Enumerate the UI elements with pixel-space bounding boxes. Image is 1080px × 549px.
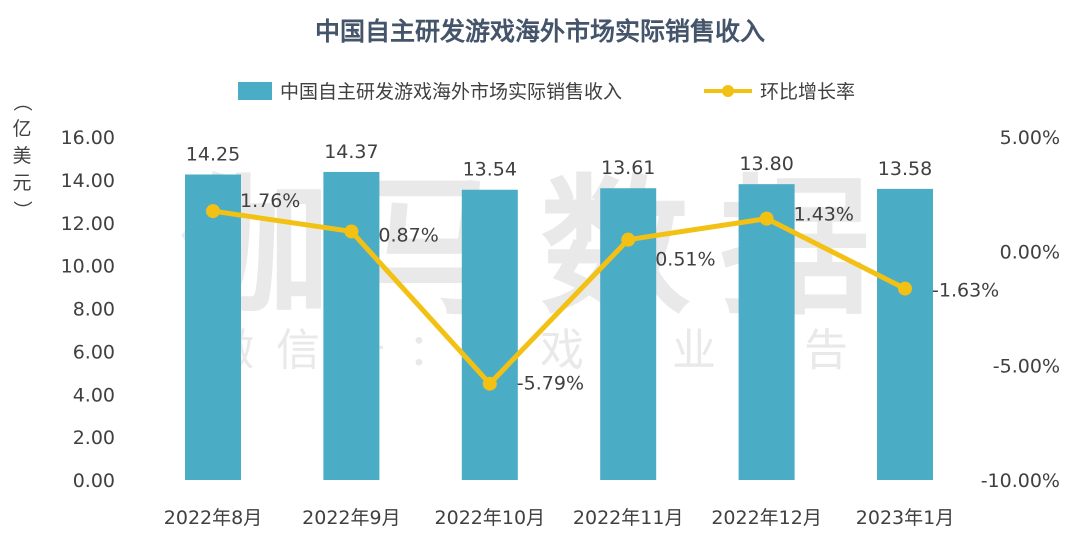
x-tick-label: 2022年11月 (573, 507, 684, 529)
x-tick-label: 2022年9月 (302, 507, 400, 529)
growth-point (206, 204, 220, 219)
growth-value-label: 1.43% (794, 204, 854, 226)
bar-value-label: 14.25 (186, 144, 240, 166)
y-left-tick-label: 4.00 (73, 384, 115, 406)
bar (323, 171, 380, 481)
bar-value-label: 13.80 (739, 153, 793, 175)
y-left-unit: （ 亿美元 ） (11, 92, 33, 219)
legend-swatch-marker (722, 85, 734, 97)
growth-line (212, 208, 907, 387)
growth-point (482, 376, 497, 391)
growth-value-label: 0.87% (378, 224, 438, 246)
x-tick-label: 2022年12月 (711, 507, 822, 529)
y-left-tick-label: 14.00 (61, 170, 115, 192)
x-tick-label: 2023年1月 (856, 507, 954, 529)
y-left-tick-label: 16.00 (61, 127, 115, 149)
y-right-tick-label: -5.00% (993, 356, 1060, 378)
x-tick-label: 2022年8月 (164, 507, 262, 529)
y-left-unit-char: ） (11, 200, 33, 219)
legend-label-bar: 中国自主研发游戏海外市场实际销售收入 (280, 81, 622, 103)
y-left-tick-label: 12.00 (61, 213, 115, 235)
growth-point (759, 211, 774, 226)
bar-value-label: 14.37 (324, 141, 378, 163)
growth-value-label: -5.79% (517, 373, 584, 395)
growth-value-label: 0.51% (655, 249, 715, 271)
legend-swatch-bar (238, 82, 272, 100)
bar-value-label: 13.61 (601, 157, 655, 179)
bar (600, 188, 657, 480)
legend-label-line: 环比增长率 (760, 81, 855, 103)
growth-point (344, 224, 359, 239)
y-left-tick-label: 0.00 (73, 470, 115, 492)
growth-value-label: -1.63% (932, 280, 999, 302)
y-left-tick-label: 8.00 (73, 299, 115, 321)
growth-point (621, 232, 636, 247)
bar (461, 189, 518, 480)
bar (877, 188, 933, 480)
y-left-tick-label: 6.00 (73, 341, 115, 363)
bar (738, 184, 795, 480)
legend: 中国自主研发游戏海外市场实际销售收入 环比增长率 (238, 81, 855, 103)
y-left-tick-label: 2.00 (73, 427, 115, 449)
y-left-unit-char: 亿 (12, 118, 31, 140)
growth-value-label: 1.76% (240, 190, 300, 212)
x-tick-label: 2022年10月 (435, 507, 546, 529)
y-left-tick-label: 10.00 (61, 256, 115, 278)
y-left-unit-char: 美 (12, 145, 31, 167)
bar (185, 174, 241, 480)
y-right-tick-label: 5.00% (1000, 127, 1060, 149)
chart-title: 中国自主研发游戏海外市场实际销售收入 (315, 17, 765, 46)
y-left-unit-char: 元 (12, 172, 31, 194)
bar-value-label: 13.54 (463, 159, 517, 181)
bar-value-label: 13.58 (878, 158, 932, 180)
y-left-unit-char: （ (11, 92, 33, 111)
y-right-tick-label: -10.00% (981, 470, 1060, 492)
growth-point (898, 281, 912, 296)
y-right-tick-label: 0.00% (1000, 241, 1060, 263)
